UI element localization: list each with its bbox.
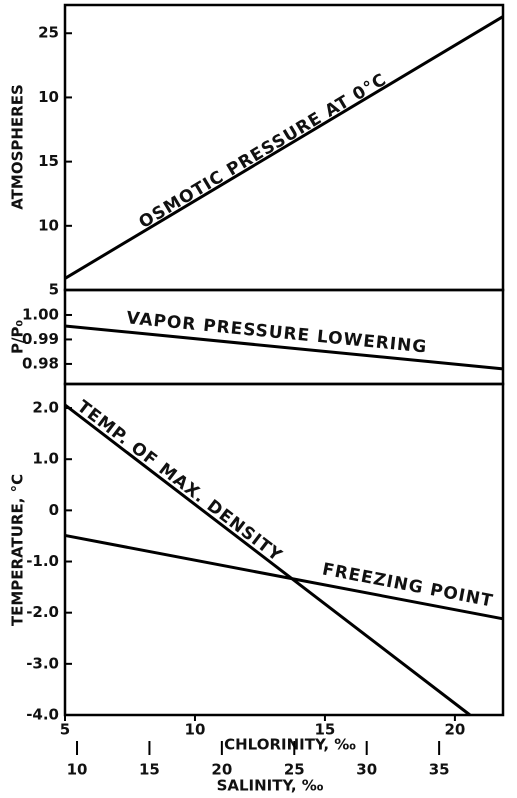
x-axis-title: CHLORINITY, ‰	[224, 736, 356, 754]
x2-tick-label: 30	[356, 761, 377, 779]
x2-tick-label: 10	[67, 761, 88, 779]
y-tick-label: 10	[38, 88, 59, 106]
y-tick-label: 2.0	[32, 399, 59, 417]
x-tick-label: 20	[444, 721, 465, 739]
y-axis-title: P/P₀	[9, 320, 27, 354]
x2-tick-label: 35	[429, 761, 450, 779]
y-tick-label: -4.0	[26, 706, 59, 724]
y-tick-label: -3.0	[26, 654, 59, 672]
y-tick-label: 0.98	[22, 354, 59, 372]
x2-axis-title: SALINITY, ‰	[217, 777, 324, 795]
x-tick-label: 5	[60, 721, 70, 739]
x2-tick-label: 25	[284, 761, 305, 779]
y-tick-label: 15	[38, 152, 59, 170]
series-line	[64, 15, 504, 280]
y-tick-label: 0	[49, 501, 59, 519]
y-tick-label: -2.0	[26, 603, 59, 621]
y-tick-label: 0.99	[22, 330, 59, 348]
series-label: VAPOR PRESSURE LOWERING	[126, 308, 429, 357]
y-tick-label: 1.00	[22, 305, 59, 323]
series-line	[64, 403, 471, 717]
x-tick-label: 15	[315, 721, 336, 739]
x2-tick-label: 20	[211, 761, 232, 779]
series-label: OSMOTIC PRESSURE AT 0°C	[136, 70, 391, 233]
y-tick-label: 10	[38, 216, 59, 234]
plot-frame	[63, 382, 505, 717]
series-line	[64, 324, 504, 371]
x-tick-label: 10	[185, 721, 206, 739]
y-tick-label: -1.0	[26, 552, 59, 570]
y-axis-title: TEMPERATURE, °C	[9, 474, 27, 626]
y-tick-label: 5	[49, 281, 59, 299]
y-tick-label: 1.0	[32, 450, 59, 468]
series-label: TEMP. OF MAX. DENSITY	[73, 397, 286, 567]
series-line	[64, 533, 504, 621]
y-axis-title: ATMOSPHERES	[9, 84, 27, 210]
y-tick-label: 25	[38, 24, 59, 42]
series-label: FREEZING POINT	[321, 559, 495, 611]
x2-tick-label: 15	[139, 761, 160, 779]
